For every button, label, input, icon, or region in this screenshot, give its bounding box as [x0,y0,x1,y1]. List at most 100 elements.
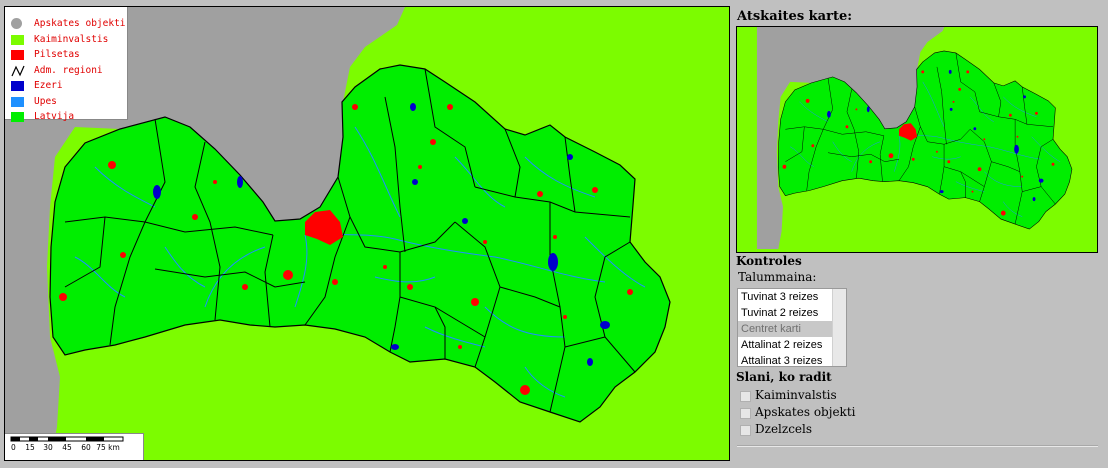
city [563,315,567,319]
bay-shore [289,7,305,47]
river [1031,136,1061,162]
river [164,246,206,288]
legend-swatch [11,34,24,45]
region-border [389,252,401,353]
city [430,139,436,145]
lake [410,103,416,111]
region-border [785,126,805,162]
lakes-layer [827,69,1044,202]
region-border [939,144,945,195]
river [294,234,308,308]
rivers-layer [74,126,646,398]
zoom-option-selected[interactable]: Centret karti [738,321,834,337]
city [921,70,925,74]
city [811,144,815,148]
river [584,236,646,288]
river [894,135,901,172]
river [304,231,606,283]
river [922,81,945,127]
city [952,100,955,103]
city [966,70,970,74]
cities-layer [59,104,633,395]
legend-swatch [11,96,24,107]
city [1021,175,1024,178]
city [845,125,849,129]
lake [600,321,610,329]
region-border [969,129,992,202]
city [458,345,462,349]
city [1016,135,1019,138]
region-border [827,152,900,162]
lake [153,185,161,199]
layer-label: Kaiminvalstis [755,388,837,402]
overview-map[interactable] [736,26,1098,253]
river [969,96,994,123]
river [354,126,401,218]
region-border [1036,139,1056,205]
lake [567,154,573,160]
city [120,252,126,258]
region-border [846,89,860,179]
adm-regions-layer [64,68,636,413]
layer-checkbox[interactable] [740,391,751,402]
region-border [943,166,966,198]
city [958,87,962,91]
city [471,298,479,306]
region-border [955,52,980,112]
zoom-option[interactable]: Attalinat 2 reizes [741,339,823,351]
city [1000,210,1006,216]
river [899,134,1042,160]
baltic-sea [5,7,405,460]
region-border [64,216,106,288]
scale-bar: 0 15 30 45 60 75 km [5,433,144,460]
lake [462,218,468,224]
city [553,235,557,239]
river [94,166,156,208]
city [855,108,858,111]
city [213,180,217,184]
main-map[interactable]: Apskates objekti Kaiminvalstis Pilsetas Adm… [4,6,730,461]
lake [237,176,243,188]
city [283,270,293,280]
city [888,153,894,159]
city [520,385,530,395]
city [305,210,343,245]
zoom-select[interactable]: Tuvinat 3 reizes Tuvinat 2 reizes Centre… [737,288,847,367]
river [851,141,881,172]
legend-swatch [11,81,24,91]
lake [939,190,944,194]
legend-swatch [11,65,25,76]
region-border [991,161,1020,172]
river [74,256,126,298]
city [242,284,248,290]
region-border [594,241,636,373]
city [352,104,358,110]
river [524,156,596,198]
layer-checkbox[interactable] [740,425,751,436]
zoom-scrollbar[interactable] [832,289,846,366]
city [1035,111,1038,115]
lake [548,253,558,271]
zoom-option[interactable]: Tuvinat 2 reizes [741,307,819,319]
city [983,138,986,141]
city [407,284,413,290]
zoom-option[interactable]: Tuvinat 3 reizes [741,291,819,303]
layer-label: Dzelzcels [755,422,813,436]
bay-shore [891,27,900,42]
lake [391,344,399,350]
region-border [936,66,947,145]
river [832,141,852,162]
map-canvas[interactable] [5,7,730,461]
lake [1032,197,1036,202]
city [627,289,633,295]
scale-tick-label: 60 [81,443,91,452]
overview-canvas[interactable] [737,27,1098,253]
scale-tick-label: 30 [43,443,53,452]
river [799,101,829,123]
city [1051,162,1055,166]
zoom-option[interactable]: Attalinat 3 reizes [741,355,823,367]
lake [412,179,418,185]
region-border [960,171,985,187]
layer-checkbox[interactable] [740,408,751,419]
scale-tick-label: 75 km [96,443,120,452]
